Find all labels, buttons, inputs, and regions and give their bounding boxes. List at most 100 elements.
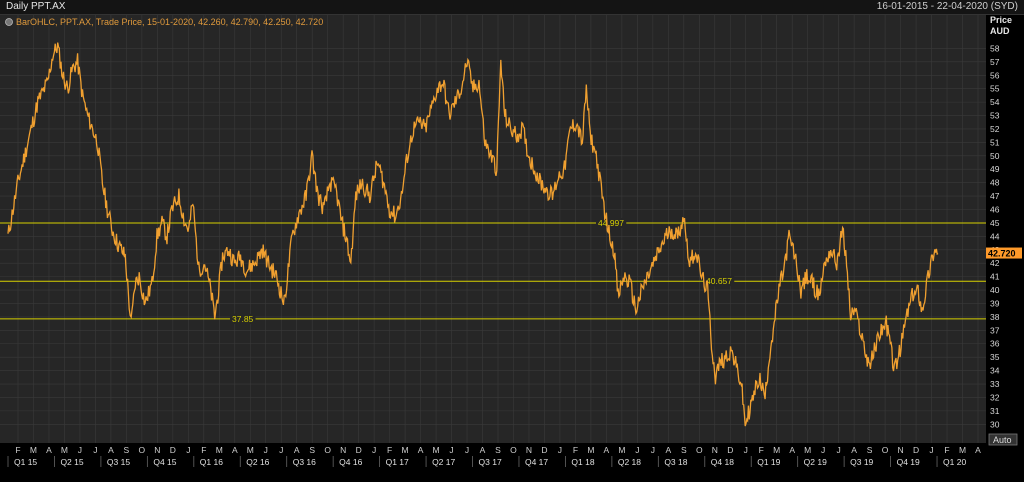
x-tick-label: N: [712, 445, 718, 455]
x-tick-label: F: [944, 445, 949, 455]
x-tick-label: J: [449, 445, 453, 455]
y-tick-label: 52: [990, 124, 1000, 134]
y-tick-label: 53: [990, 111, 1000, 121]
last-price-badge: 42.720: [986, 247, 1022, 259]
x-tick-label: N: [340, 445, 346, 455]
auto-button-bg[interactable]: [988, 433, 1018, 446]
x-tick-label: F: [759, 445, 764, 455]
x-tick-label: O: [324, 445, 331, 455]
y-tick-label: 50: [990, 151, 1000, 161]
x-tick-label: J: [186, 445, 190, 455]
x-tick-label: A: [232, 445, 238, 455]
x-tick-label: M: [804, 445, 811, 455]
x-tick-label: J: [93, 445, 97, 455]
x-tick-label: J: [837, 445, 841, 455]
level-label-bg: [596, 217, 627, 228]
y-tick-label: 38: [990, 312, 1000, 322]
quarter-label: Q3 17: [479, 457, 502, 467]
quarter-label: Q4 16: [339, 457, 362, 467]
x-tick-label: A: [604, 445, 610, 455]
price-axis-unit: AUD: [990, 26, 1010, 36]
price-chart[interactable]: 44.997 40.657 37.85 30 31 32 33 34 35 36 37 38 39 40…: [0, 15, 1024, 482]
quarter-label: Q4 18: [711, 457, 734, 467]
x-tick-label: J: [651, 445, 655, 455]
y-tick-label: 32: [990, 392, 1000, 402]
y-tick-label: 37: [990, 325, 1000, 335]
x-tick-label: N: [898, 445, 904, 455]
quarter-label: Q2 15: [60, 457, 83, 467]
last-price-badge-bg: [986, 247, 1022, 259]
legend: BarOHLC, PPT.AX, Trade Price, 15-01-2020…: [5, 17, 323, 27]
y-tick-label: 48: [990, 178, 1000, 188]
x-tick-label: A: [480, 445, 486, 455]
x-tick-label: F: [15, 445, 20, 455]
x-tick-label: A: [108, 445, 114, 455]
legend-icon: [5, 18, 13, 26]
y-tick-label: 56: [990, 70, 1000, 80]
level-label-bg: [230, 313, 256, 324]
x-tick-label: M: [30, 445, 37, 455]
x-tick-label: J: [558, 445, 562, 455]
x-tick-label: S: [124, 445, 130, 455]
y-tick-label: 58: [990, 43, 1000, 53]
x-tick-label: M: [402, 445, 409, 455]
x-tick-label: J: [279, 445, 283, 455]
y-tick-label: 33: [990, 379, 1000, 389]
price-axis-title: Price: [990, 15, 1012, 25]
quarter-label: Q1 20: [943, 457, 966, 467]
x-tick-label: O: [882, 445, 889, 455]
y-tick-label: 34: [990, 366, 1000, 376]
price-line-series: [7, 42, 939, 427]
x-tick-label: M: [773, 445, 780, 455]
x-tick-label: J: [372, 445, 376, 455]
x-tick-label: A: [418, 445, 424, 455]
x-tick-label: M: [587, 445, 594, 455]
x-tick-label: J: [635, 445, 639, 455]
y-tick-label: 36: [990, 339, 1000, 349]
y-tick-label: 31: [990, 406, 1000, 416]
x-tick-label: A: [851, 445, 857, 455]
x-tick-label: N: [154, 445, 160, 455]
quarter-label: Q3 15: [107, 457, 130, 467]
quarter-label: Q1 15: [14, 457, 37, 467]
y-tick-label: 39: [990, 298, 1000, 308]
last-price-value: 42.720: [988, 249, 1016, 259]
y-tick-label: 45: [990, 218, 1000, 228]
y-tick-label: 51: [990, 137, 1000, 147]
x-tick-label: S: [681, 445, 687, 455]
x-tick-label: O: [696, 445, 703, 455]
quarter-label: Q2 16: [246, 457, 269, 467]
y-tick-label: 35: [990, 352, 1000, 362]
x-tick-label: J: [465, 445, 469, 455]
x-tick-label: S: [309, 445, 315, 455]
x-tick-label: J: [264, 445, 268, 455]
chart-title: Daily PPT.AX: [6, 1, 66, 12]
y-tick-label: 49: [990, 164, 1000, 174]
x-tick-label: D: [170, 445, 176, 455]
y-tick-label: 41: [990, 272, 1000, 282]
level-label: 40.657: [706, 276, 732, 286]
level-label: 44.997: [598, 218, 624, 228]
auto-button-label[interactable]: Auto: [993, 435, 1012, 445]
quarter-label: Q3 18: [664, 457, 687, 467]
x-tick-label: M: [247, 445, 254, 455]
quarter-label: Q4 15: [153, 457, 176, 467]
x-tick-label: A: [789, 445, 795, 455]
x-tick-label: A: [46, 445, 52, 455]
x-tick-label: F: [387, 445, 392, 455]
y-tick-label: 47: [990, 191, 1000, 201]
quarter-label: Q1 17: [386, 457, 409, 467]
x-tick-label: A: [665, 445, 671, 455]
x-tick-label: D: [541, 445, 547, 455]
x-tick-label: M: [618, 445, 625, 455]
x-tick-label: F: [573, 445, 578, 455]
quarter-label: Q1 16: [200, 457, 223, 467]
x-tick-label: D: [913, 445, 919, 455]
x-tick-label: J: [78, 445, 82, 455]
x-tick-label: F: [201, 445, 206, 455]
y-tick-label: 44: [990, 231, 1000, 241]
x-tick-label: M: [433, 445, 440, 455]
title-bar: Daily PPT.AX 16-01-2015 - 22-04-2020 (SY…: [0, 0, 1024, 15]
auto-scale-button[interactable]: Auto: [988, 433, 1018, 446]
